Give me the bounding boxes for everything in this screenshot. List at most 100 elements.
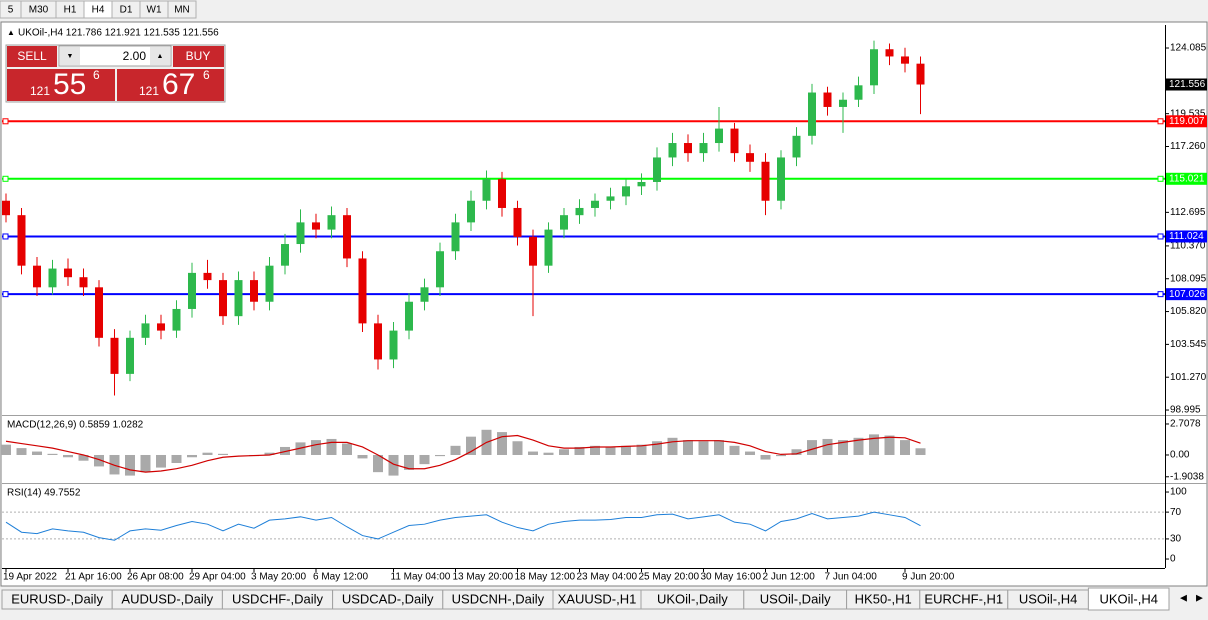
candle-body — [575, 207, 584, 216]
current-price-bg — [1166, 78, 1207, 91]
sell-price-pip: 6 — [93, 68, 100, 82]
macd-bar — [528, 451, 538, 455]
candle-body — [513, 207, 522, 237]
time-label: 18 May 12:00 — [515, 572, 576, 583]
level-handle[interactable] — [1157, 291, 1164, 298]
macd-bar — [590, 445, 600, 455]
timeframe-button[interactable] — [167, 0, 197, 19]
tab-scroll-left[interactable]: ◀ — [1180, 592, 1187, 602]
level-handle[interactable] — [1157, 175, 1164, 182]
candle-body — [467, 200, 475, 223]
tab-label: XAUUSD-,H1 — [558, 591, 637, 606]
tab-label: HK50-,H1 — [855, 591, 912, 606]
candle-body — [110, 337, 119, 374]
time-label: 21 Apr 16:00 — [65, 572, 122, 583]
macd-bar — [884, 435, 895, 455]
time-label: 23 May 04:00 — [577, 572, 638, 583]
price-tick-label: 103.545 — [1170, 339, 1207, 350]
time-label: 11 May 04:00 — [391, 572, 451, 583]
price-tick-label: 110.370 — [1170, 241, 1206, 252]
candle-body — [64, 268, 72, 278]
candle-body — [653, 157, 661, 182]
sell-button[interactable] — [7, 46, 57, 67]
timeframe-label: 5 — [8, 5, 14, 16]
macd-bar — [326, 438, 337, 455]
candle-body — [420, 287, 429, 302]
candle-body — [327, 215, 336, 230]
macd-bar — [171, 454, 182, 463]
buy-price-pip: 6 — [203, 68, 210, 82]
macd-bar — [776, 454, 786, 457]
macd-bar — [729, 445, 740, 455]
candle-body — [33, 265, 41, 288]
candle-body — [792, 135, 801, 158]
candle-body — [808, 92, 816, 136]
level-handle[interactable] — [2, 233, 9, 240]
candle-body — [343, 215, 351, 259]
time-label: 19 Apr 2022 — [3, 572, 57, 583]
candle-body — [188, 272, 196, 309]
tab-label: AUDUSD-,Daily — [121, 591, 213, 606]
buy-button[interactable] — [173, 46, 224, 67]
time-label: 13 May 20:00 — [453, 572, 514, 583]
candle-body — [715, 128, 723, 144]
candle-body — [374, 323, 382, 360]
macd-bar — [373, 454, 383, 473]
macd-bar — [698, 441, 709, 455]
level-label: 107.026 — [1169, 289, 1206, 300]
candle-body — [358, 258, 367, 324]
lot-down[interactable] — [60, 47, 80, 65]
level-label-bg — [1166, 115, 1207, 128]
macd-bar — [853, 437, 864, 455]
chart-header: UKOil-,H4 121.786 121.921 121.535 121.55… — [18, 28, 219, 39]
buy-price-box[interactable] — [117, 69, 224, 101]
price-tick-label: 112.695 — [1170, 207, 1206, 218]
lot-up[interactable] — [150, 47, 170, 65]
macd-bar — [559, 449, 569, 455]
macd-bar — [791, 449, 802, 455]
tab-label: UKOil-,Daily — [657, 591, 728, 606]
macd-bar — [1, 444, 11, 455]
candle-body — [141, 323, 150, 338]
level-handle[interactable] — [2, 175, 9, 182]
tab[interactable] — [1087, 587, 1170, 611]
tab-label: EURCHF-,H1 — [924, 591, 1003, 606]
macd-title: MACD(12,26,9) 0.5859 1.0282 — [7, 420, 144, 431]
trade-panel: SELL ▼ ▲ 2.00 BUY 121 55 6 121 67 6 — [5, 44, 226, 103]
macd-bar — [543, 452, 554, 455]
candle-body — [250, 280, 258, 302]
level-handle[interactable] — [1157, 233, 1164, 240]
lot-down-icon: ▼ — [67, 53, 74, 60]
rsi-tick-label: 30 — [1170, 534, 1182, 545]
macd-bar — [140, 454, 151, 473]
candle-body — [498, 179, 506, 208]
price-tick-label: 108.095 — [1170, 273, 1207, 284]
collapse-icon[interactable]: ▲ — [7, 28, 15, 37]
candle-body — [761, 161, 770, 201]
macd-bar — [822, 438, 833, 455]
candle-body — [560, 215, 568, 230]
candle-body — [405, 301, 413, 331]
candle-body — [126, 337, 134, 374]
macd-bar — [838, 440, 848, 455]
candle-body — [312, 222, 320, 230]
level-handle[interactable] — [2, 291, 9, 298]
price-tick-label: 98.995 — [1170, 405, 1201, 416]
macd-bar — [574, 446, 585, 455]
time-label: 26 Apr 08:00 — [127, 572, 184, 583]
lot-input[interactable] — [58, 45, 172, 67]
candle-body — [916, 63, 925, 85]
level-label-bg — [1166, 230, 1207, 243]
timeframe-label: H1 — [64, 5, 77, 16]
price-tick-label: 117.260 — [1170, 141, 1206, 152]
candle-body — [854, 85, 863, 100]
sell-price-box[interactable] — [7, 69, 115, 101]
level-handle[interactable] — [2, 118, 9, 125]
macd-bar — [32, 451, 42, 455]
tab-scroll-right[interactable]: ▶ — [1196, 592, 1203, 602]
candle-body — [482, 179, 491, 201]
timeframe-label: D1 — [120, 5, 133, 16]
level-handle[interactable] — [1157, 118, 1164, 125]
price-tick-label: 105.820 — [1170, 306, 1207, 317]
